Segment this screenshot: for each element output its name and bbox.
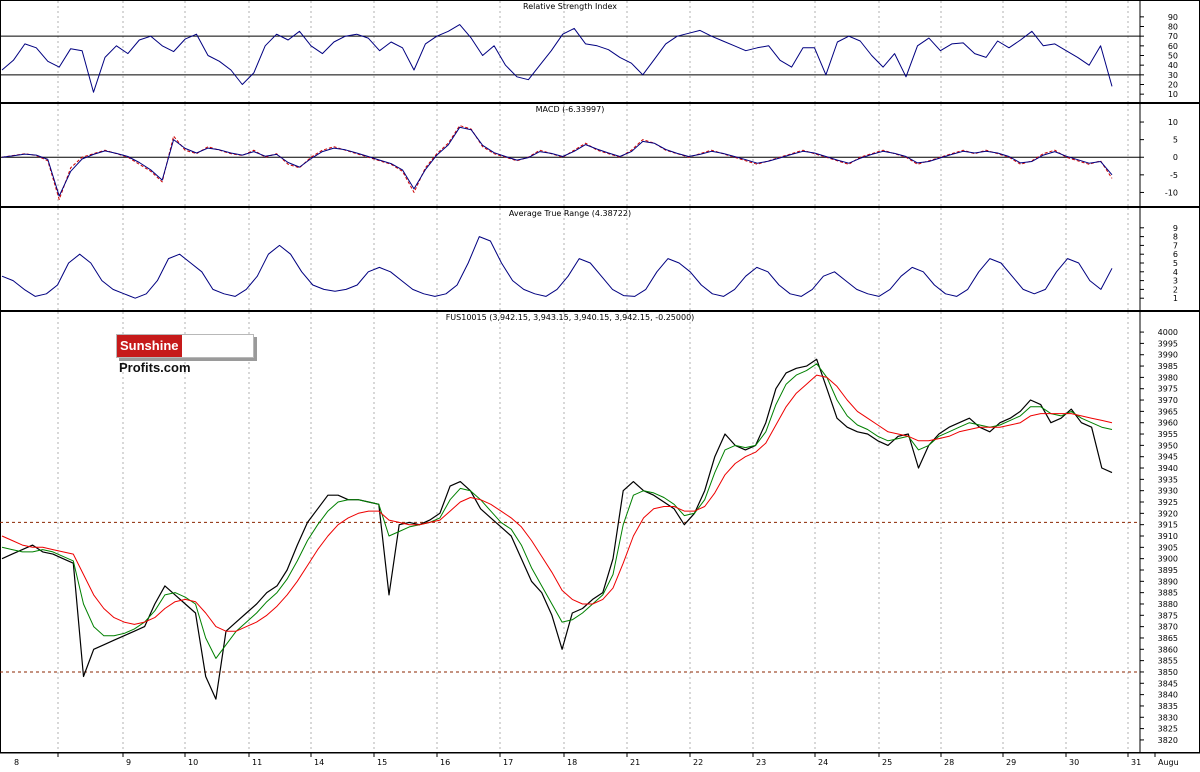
x-tick-label-5: 15 (377, 758, 387, 767)
panel-0-ytick-label-8: 90 (1168, 13, 1178, 22)
panel-3-ytick-label-25: 3945 (1158, 453, 1178, 462)
panel-2-ytick-label-0: 1 (1173, 294, 1178, 303)
x-tick-label-4: 14 (314, 758, 324, 767)
x-tick-label-2: 10 (188, 758, 198, 767)
panel-3-ytick-label-7: 3855 (1158, 657, 1178, 666)
panel-2-ytick-label-1: 2 (1173, 285, 1178, 294)
panel-2-title: Average True Range (4.38722) (509, 209, 631, 218)
panel-1-title: MACD (-6.33997) (536, 105, 605, 114)
panel-2-ytick-label-5: 6 (1173, 250, 1178, 259)
panel-2-ytick-label-4: 5 (1173, 259, 1178, 268)
panel-2-ytick-label-8: 9 (1173, 224, 1178, 233)
x-tick-label-6: 16 (440, 758, 450, 767)
panel-2-series-0 (1, 236, 1113, 299)
panel-2-frame (0, 207, 1200, 311)
logo-part1: Sunshine (117, 335, 182, 357)
panel-3-ytick-label-10: 3870 (1158, 623, 1178, 632)
panel-0-ytick-label-3: 40 (1168, 61, 1178, 70)
x-tick-label-10: 22 (693, 758, 703, 767)
panel-1-frame (0, 103, 1200, 207)
x-tick-label-0: 8 (14, 758, 19, 767)
panel-3-ytick-label-4: 3840 (1158, 691, 1178, 700)
x-tick-label-7: 17 (503, 758, 513, 767)
panel-0-ytick-label-2: 30 (1168, 71, 1178, 80)
panel-2-ytick-label-3: 4 (1173, 268, 1178, 277)
panel-3-ytick-label-17: 3905 (1158, 543, 1178, 552)
panel-3-ytick-label-32: 3980 (1158, 373, 1178, 382)
panel-0-ytick-label-4: 50 (1168, 52, 1178, 61)
panel-3-ytick-label-21: 3925 (1158, 498, 1178, 507)
panel-3-series-2 (1, 374, 1113, 632)
x-tick-label-18: Augu (1158, 758, 1179, 767)
x-tick-label-15: 29 (1006, 758, 1016, 767)
x-tick-label-13: 25 (882, 758, 892, 767)
panel-1-ytick-label-1: -5 (1170, 171, 1178, 180)
panel-3-ytick-label-6: 3850 (1158, 668, 1178, 677)
panel-3-ytick-label-0: 3820 (1158, 736, 1178, 745)
panel-3-ytick-label-9: 3865 (1158, 634, 1178, 643)
panel-3-ytick-label-29: 3965 (1158, 407, 1178, 416)
panel-3-ytick-label-35: 3995 (1158, 339, 1178, 348)
panel-0-title: Relative Strength Index (523, 2, 617, 11)
panel-3-ytick-label-36: 4000 (1158, 328, 1178, 337)
panel-1-ytick-label-0: -10 (1165, 188, 1178, 197)
panel-0-series-0 (1, 24, 1113, 93)
panel-3-ytick-label-16: 3900 (1158, 555, 1178, 564)
panel-3-ytick-label-8: 3860 (1158, 645, 1178, 654)
panel-3-ytick-label-33: 3985 (1158, 362, 1178, 371)
panel-3-title: FUS10015 (3,942.15, 3,943.15, 3,940.15, … (446, 313, 695, 322)
logo-part2: Profits.com (119, 360, 191, 375)
panel-2-ytick-label-2: 3 (1173, 277, 1178, 286)
panel-1-ytick-label-4: 10 (1168, 118, 1178, 127)
panel-3-ytick-label-24: 3940 (1158, 464, 1178, 473)
x-tick-label-17: 31 (1131, 758, 1141, 767)
panel-3-ytick-label-19: 3915 (1158, 521, 1178, 530)
panel-3-ytick-label-13: 3885 (1158, 589, 1178, 598)
x-tick-label-8: 18 (567, 758, 577, 767)
x-tick-label-1: 9 (126, 758, 131, 767)
x-tick-label-3: 11 (252, 758, 262, 767)
panel-2-ytick-label-7: 8 (1173, 233, 1178, 242)
panel-1-ytick-label-2: 0 (1173, 153, 1178, 162)
panel-3-ytick-label-11: 3875 (1158, 611, 1178, 620)
panel-3-ytick-label-34: 3990 (1158, 351, 1178, 360)
panel-0-frame (0, 0, 1200, 103)
panel-3-ytick-label-14: 3890 (1158, 577, 1178, 586)
panel-2-ytick-label-6: 7 (1173, 241, 1178, 250)
x-tick-label-11: 23 (756, 758, 766, 767)
panel-3-ytick-label-20: 3920 (1158, 509, 1178, 518)
panel-3-ytick-label-5: 3845 (1158, 679, 1178, 688)
panel-1-series-1 (1, 126, 1113, 197)
panel-3-ytick-label-1: 3825 (1158, 725, 1178, 734)
panel-3-ytick-label-12: 3880 (1158, 600, 1178, 609)
panel-3-ytick-label-30: 3970 (1158, 396, 1178, 405)
x-tick-label-14: 28 (944, 758, 954, 767)
panel-3-series-1 (1, 363, 1113, 659)
panel-3-ytick-label-18: 3910 (1158, 532, 1178, 541)
panel-3-ytick-label-15: 3895 (1158, 566, 1178, 575)
panel-3-ytick-label-2: 3830 (1158, 713, 1178, 722)
panel-0-ytick-label-1: 20 (1168, 81, 1178, 90)
panel-3-ytick-label-28: 3960 (1158, 419, 1178, 428)
x-tick-label-12: 24 (818, 758, 828, 767)
panel-3-ytick-label-31: 3975 (1158, 385, 1178, 394)
panel-3-ytick-label-23: 3935 (1158, 475, 1178, 484)
panel-0-ytick-label-7: 80 (1168, 23, 1178, 32)
sunshine-profits-logo: Sunshine Profits.com (116, 334, 254, 375)
panel-1-series-0 (1, 125, 1113, 200)
panel-3-series-0 (1, 358, 1113, 700)
panel-3-ytick-label-27: 3955 (1158, 430, 1178, 439)
panel-3-ytick-label-26: 3950 (1158, 441, 1178, 450)
x-tick-label-9: 21 (630, 758, 640, 767)
panel-0-ytick-label-6: 70 (1168, 32, 1178, 41)
panel-0-ytick-label-5: 60 (1168, 42, 1178, 51)
panel-0-ytick-label-0: 10 (1168, 90, 1178, 99)
panel-3-ytick-label-3: 3835 (1158, 702, 1178, 711)
panel-1-ytick-label-3: 5 (1173, 136, 1178, 145)
panel-3-ytick-label-22: 3930 (1158, 487, 1178, 496)
x-tick-label-16: 30 (1069, 758, 1079, 767)
